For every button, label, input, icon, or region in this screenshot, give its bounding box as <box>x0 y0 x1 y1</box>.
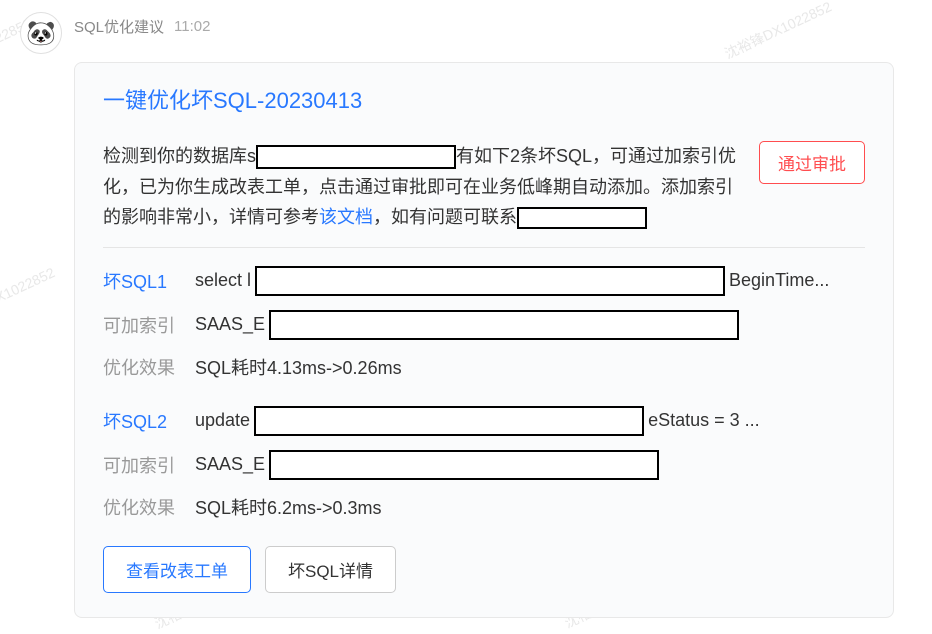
footer-buttons: 查看改表工单 坏SQL详情 <box>103 546 865 593</box>
redacted-db-name <box>256 145 456 169</box>
sql1-effect: SQL耗时4.13ms->0.26ms <box>195 354 865 380</box>
sql2-index: SAAS_E <box>195 450 865 480</box>
sql1-query: select lBeginTime... <box>195 266 865 296</box>
effect-label: 优化效果 <box>103 494 195 520</box>
view-order-button[interactable]: 查看改表工单 <box>103 546 251 593</box>
panda-icon: 🐼 <box>26 19 56 48</box>
add-index-label: 可加索引 <box>103 312 195 338</box>
sql2-query: update eStatus = 3 ... <box>195 406 865 436</box>
approve-button[interactable]: 通过审批 <box>759 141 865 184</box>
sql-block-2: 坏SQL2 update eStatus = 3 ... 可加索引 SAAS_E… <box>103 406 865 520</box>
sql2-effect: SQL耗时6.2ms->0.3ms <box>195 494 865 520</box>
redacted-sql2-query <box>254 406 644 436</box>
sql1-index: SAAS_E <box>195 310 865 340</box>
bad-sql-label: 坏SQL1 <box>103 268 195 294</box>
message-timestamp: 11:02 <box>174 18 210 35</box>
redacted-contact <box>517 207 647 229</box>
doc-link[interactable]: 该文档 <box>319 207 373 227</box>
add-index-label: 可加索引 <box>103 452 195 478</box>
sender-avatar[interactable]: 🐼 <box>20 12 62 54</box>
redacted-sql2-index <box>269 450 659 480</box>
sender-name: SQL优化建议 <box>74 16 164 37</box>
notification-card: 一键优化坏SQL-20230413 检测到你的数据库s有如下2条坏SQL，可通过… <box>74 62 894 618</box>
description-text: 检测到你的数据库s有如下2条坏SQL，可通过加索引优化，已为你生成改表工单，点击… <box>103 141 739 233</box>
sql-block-1: 坏SQL1 select lBeginTime... 可加索引 SAAS_E 优… <box>103 266 865 380</box>
message-header: 🐼 SQL优化建议 11:02 <box>20 12 912 54</box>
bad-sql-label: 坏SQL2 <box>103 408 195 434</box>
effect-label: 优化效果 <box>103 354 195 380</box>
message-container: 🐼 SQL优化建议 11:02 一键优化坏SQL-20230413 检测到你的数… <box>0 0 932 630</box>
divider <box>103 247 865 248</box>
sql-detail-button[interactable]: 坏SQL详情 <box>265 546 396 593</box>
redacted-sql1-query <box>255 266 725 296</box>
card-title[interactable]: 一键优化坏SQL-20230413 <box>103 83 865 115</box>
redacted-sql1-index <box>269 310 739 340</box>
